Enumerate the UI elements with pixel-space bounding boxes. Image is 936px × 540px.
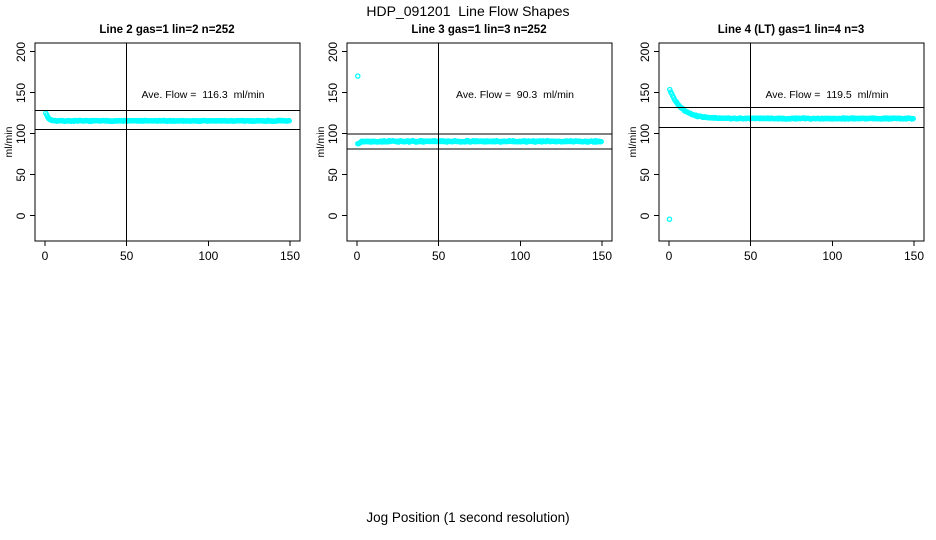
x-tick-label: 50 bbox=[119, 249, 134, 263]
panel-line-4: Line 4 (LT) gas=1 lin=4 n=3 Ave. Flow = … bbox=[624, 0, 936, 280]
x-tick-label: 0 bbox=[353, 249, 361, 263]
data-point bbox=[910, 115, 916, 122]
data-points bbox=[355, 73, 604, 147]
plot-box bbox=[658, 42, 925, 242]
panel-line-3: Line 3 gas=1 lin=3 n=252 Ave. Flow = 90.… bbox=[312, 0, 624, 280]
x-axis-title: Jog Position (1 second resolution) bbox=[366, 510, 570, 525]
figure-title: HDP_091201 Line Flow Shapes bbox=[366, 3, 570, 19]
ave-flow-annotation: Ave. Flow = 119.5 ml/min bbox=[765, 89, 889, 101]
y-tick-label: 0 bbox=[326, 212, 340, 219]
x-tick-label: 50 bbox=[743, 249, 758, 263]
ave-flow-annotation: Ave. Flow = 90.3 ml/min bbox=[456, 89, 574, 101]
x-tick-label: 0 bbox=[665, 249, 673, 263]
panel-title: Line 4 (LT) gas=1 lin=4 n=3 bbox=[717, 24, 865, 36]
reference-lines bbox=[35, 43, 300, 241]
y-tick-label: 100 bbox=[326, 123, 340, 144]
y-tick-label: 50 bbox=[14, 167, 28, 182]
x-tick-label: 100 bbox=[822, 249, 843, 263]
reference-lines bbox=[659, 43, 924, 241]
data-point bbox=[355, 73, 361, 79]
axis-ticks bbox=[654, 51, 915, 246]
y-tick-label: 150 bbox=[326, 82, 340, 103]
y-tick-label: 0 bbox=[638, 212, 652, 219]
y-tick-label: 200 bbox=[326, 41, 340, 62]
x-tick-label: 150 bbox=[279, 249, 301, 263]
reference-lines bbox=[347, 43, 612, 241]
x-tick-label: 100 bbox=[198, 249, 219, 263]
data-points bbox=[43, 110, 292, 125]
x-tick-label: 150 bbox=[903, 249, 925, 263]
axis-ticks bbox=[30, 51, 291, 246]
x-tick-label: 50 bbox=[431, 249, 446, 263]
panel-title: Line 3 gas=1 lin=3 n=252 bbox=[411, 24, 547, 36]
plot-area bbox=[30, 42, 301, 246]
y-tick-label: 100 bbox=[638, 123, 652, 144]
data-point bbox=[286, 118, 292, 124]
y-tick-label: 150 bbox=[638, 82, 652, 103]
y-tick-label: 200 bbox=[14, 41, 28, 62]
x-tick-label: 150 bbox=[591, 249, 613, 263]
ave-flow-annotation: Ave. Flow = 116.3 ml/min bbox=[141, 89, 265, 101]
plot-box bbox=[346, 42, 613, 242]
y-tick-label: 150 bbox=[14, 82, 28, 103]
plot-area bbox=[342, 42, 613, 246]
panel-line-2: Line 2 gas=1 lin=2 n=252 Ave. Flow = 116… bbox=[0, 0, 312, 280]
data-point bbox=[666, 216, 673, 222]
axis-ticks bbox=[342, 51, 603, 246]
x-tick-label: 0 bbox=[41, 249, 49, 263]
plot-area bbox=[654, 42, 925, 246]
y-tick-label: 50 bbox=[638, 167, 652, 182]
x-tick-label: 100 bbox=[510, 249, 531, 263]
y-tick-label: 100 bbox=[14, 123, 28, 144]
plot-box bbox=[34, 42, 301, 242]
y-tick-label: 50 bbox=[326, 167, 340, 182]
panel-title: Line 2 gas=1 lin=2 n=252 bbox=[99, 24, 235, 36]
y-tick-label: 200 bbox=[638, 41, 652, 62]
data-point bbox=[598, 138, 604, 145]
y-tick-label: 0 bbox=[14, 212, 28, 219]
